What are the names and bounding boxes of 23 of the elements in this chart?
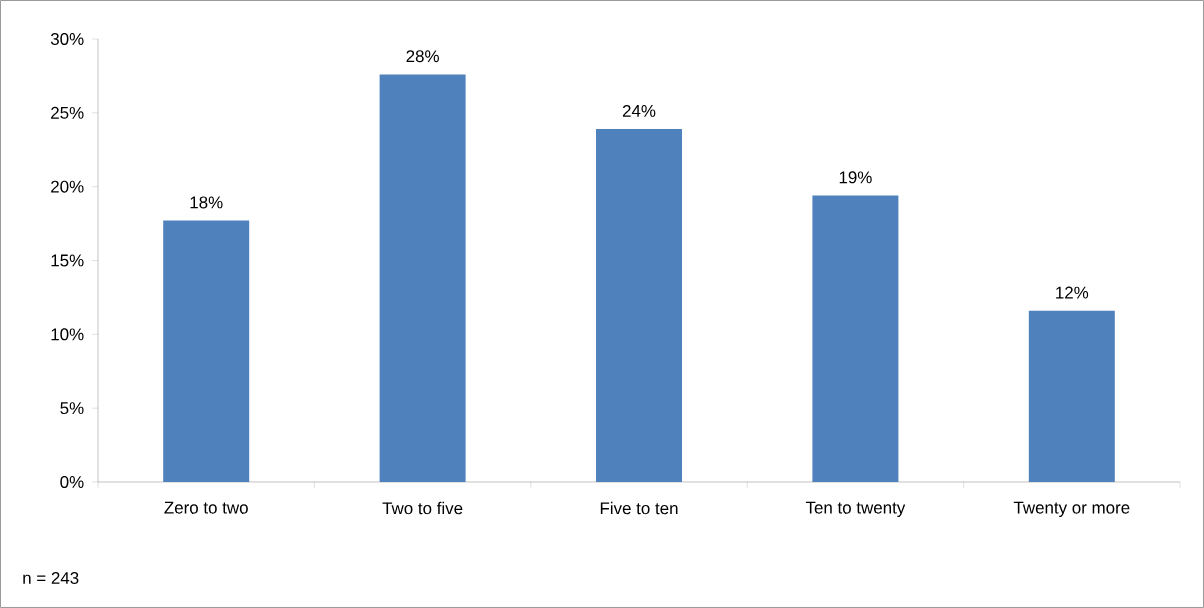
bar xyxy=(1028,310,1115,482)
data-label: 24% xyxy=(622,104,656,117)
y-tick-label: 0% xyxy=(60,475,84,488)
x-tick-label: Twenty or more xyxy=(1013,501,1130,517)
x-tick-label: Zero to two xyxy=(164,501,248,514)
data-label: 19% xyxy=(839,171,872,184)
data-label: 28% xyxy=(406,50,439,63)
x-tick-label: Two to five xyxy=(382,501,463,515)
text: n = 243 xyxy=(23,571,79,584)
data-label: 18% xyxy=(190,196,223,209)
bar xyxy=(163,220,250,482)
y-tick-label: 20% xyxy=(51,180,84,193)
bar xyxy=(812,195,899,482)
x-tick-label: Ten to twenty xyxy=(805,501,906,517)
bar xyxy=(379,74,466,482)
y-tick-label: 25% xyxy=(51,106,84,119)
y-tick-label: 5% xyxy=(60,402,84,415)
data-label: 12% xyxy=(1056,286,1089,299)
x-tick-label: Five to ten xyxy=(600,501,678,515)
bar xyxy=(596,129,683,482)
y-tick-label: 30% xyxy=(50,32,84,45)
y-tick-label: 15% xyxy=(51,254,84,267)
y-tick-label: 10% xyxy=(51,328,84,341)
